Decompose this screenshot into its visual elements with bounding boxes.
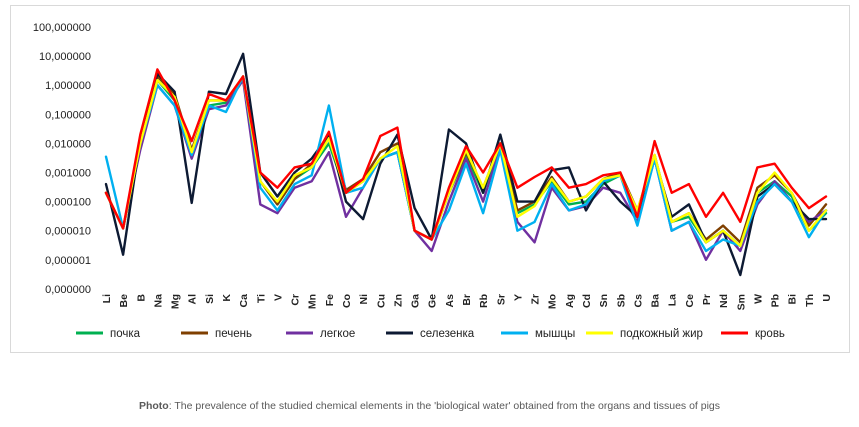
caption-label: Photo — [138, 400, 169, 412]
series-line-кровь — [104, 68, 828, 241]
x-tick-label: Sn — [598, 294, 610, 307]
x-tick-label: La — [667, 294, 679, 306]
legend-label: мышцы — [535, 328, 575, 340]
x-tick-label: Sm — [735, 294, 747, 310]
legend: почка печень легкое селезенка мышцы подкожный… — [76, 328, 785, 340]
x-tick-label: K — [221, 294, 233, 302]
x-tick-label: Mo — [547, 294, 559, 309]
x-tick-label: V — [272, 294, 284, 301]
x-tick-label: Fe — [324, 294, 336, 306]
y-tick-label: 0,000000 — [45, 284, 91, 296]
x-tick-label: Pb — [770, 294, 782, 307]
x-tick-label: Sr — [495, 294, 507, 305]
y-tick-label: 0,000001 — [45, 255, 91, 267]
x-tick-label: Rb — [478, 294, 490, 308]
x-tick-label: Cd — [581, 294, 593, 308]
x-tick-label: Nd — [718, 294, 730, 308]
x-tick-label: Zn — [392, 294, 404, 307]
legend-label: почка — [110, 328, 141, 340]
x-tick-label: Cu — [375, 294, 387, 308]
x-tick-label: Zr — [530, 294, 542, 305]
chart-container: 100,000000 10,000000 1,000000 0,100000 0,010… — [10, 5, 850, 353]
x-tick-label: B — [135, 294, 147, 302]
x-tick-label: Co — [341, 294, 353, 308]
x-tick-label: Ba — [650, 294, 662, 308]
y-tick-label: 1,000000 — [45, 80, 91, 92]
x-tick-label: U — [821, 294, 833, 302]
y-tick-label: 0,000010 — [45, 226, 91, 238]
x-tick-label: Ce — [684, 294, 696, 308]
x-tick-label: Mn — [307, 294, 319, 309]
figure-caption: Photo: The prevalence of the studied che… — [0, 400, 859, 412]
x-tick-label: As — [444, 294, 456, 308]
series-line-мышцы — [104, 75, 828, 253]
chart-svg: 100,000000 10,000000 1,000000 0,100000 0,010… — [33, 22, 833, 340]
x-tick-label: Si — [204, 294, 216, 304]
y-tick-label: 100,000000 — [33, 22, 91, 34]
y-tick-label: 0,010000 — [45, 138, 91, 150]
x-tick-label: Cs — [632, 294, 644, 308]
x-tick-label: Bi — [787, 294, 799, 305]
y-tick-label: 0,100000 — [45, 109, 91, 121]
x-tick-label: Ag — [564, 294, 576, 308]
x-tick-label: Pr — [701, 294, 713, 305]
x-tick-label: W — [752, 294, 764, 304]
x-tick-label: Mg — [170, 294, 182, 309]
x-tick-label: Sb — [615, 294, 627, 307]
x-tick-label: Cr — [290, 294, 302, 306]
legend-label: печень — [215, 328, 252, 340]
y-axis: 100,000000 10,000000 1,000000 0,100000 0,010… — [33, 22, 91, 296]
legend-label: селезенка — [420, 328, 475, 340]
x-tick-label: Al — [187, 294, 199, 305]
legend-label: легкое — [320, 328, 355, 340]
x-tick-label: Na — [152, 294, 164, 308]
x-tick-label: Li — [101, 294, 113, 303]
x-tick-label: Ca — [238, 294, 250, 308]
x-tick-label: Br — [461, 294, 473, 306]
y-tick-label: 0,001000 — [45, 168, 91, 180]
series-line-легкое — [104, 78, 828, 262]
x-tick-label: Ni — [358, 294, 370, 305]
x-tick-label: Ti — [255, 294, 267, 303]
x-tick-label: Y — [512, 294, 524, 301]
series-lines — [104, 52, 828, 277]
x-tick-label: Be — [118, 294, 130, 308]
legend-label: кровь — [755, 328, 785, 340]
y-tick-label: 0,000100 — [45, 197, 91, 209]
y-tick-label: 10,000000 — [39, 51, 91, 63]
x-axis: Li Be B Na Mg Al Si K Ca Ti V Cr Mn Fe Co Ni Cu Zn Ga Ge As B… — [101, 294, 833, 311]
caption-text: : The prevalence of the studied chemical… — [168, 400, 721, 412]
legend-label: подкожный жир — [620, 328, 703, 340]
x-tick-label: Th — [804, 294, 816, 307]
x-tick-label: Ge — [427, 294, 439, 308]
x-tick-label: Ga — [410, 294, 422, 308]
